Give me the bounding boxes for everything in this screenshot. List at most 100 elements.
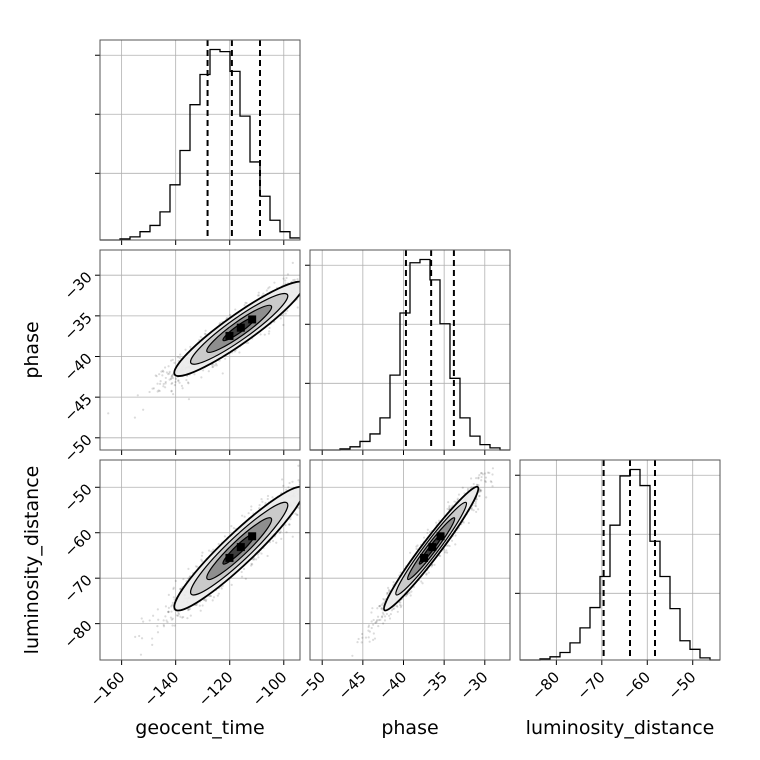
sample-point: [241, 514, 244, 517]
sample-point: [484, 476, 488, 479]
sample-point: [336, 250, 338, 252]
sample-point: [318, 484, 320, 486]
sample-point: [500, 455, 502, 457]
sample-point: [230, 525, 233, 528]
sample-point: [396, 610, 399, 613]
sample-point: [404, 594, 408, 598]
sample-point: [367, 625, 370, 629]
sample-point: [256, 553, 260, 556]
sample-point: [169, 377, 173, 381]
hist-series-geocent_time: [100, 48, 300, 241]
sample-point: [415, 545, 418, 548]
hist-series-phase: [310, 258, 510, 451]
x-tick-label-luminosity_distance: −80: [528, 668, 563, 703]
sample-point: [287, 523, 291, 526]
sample-point: [303, 286, 305, 288]
sample-point: [142, 620, 145, 623]
sample-point: [173, 624, 176, 627]
sample-point: [198, 604, 201, 607]
sample-point: [260, 498, 263, 501]
sample-point: [454, 543, 457, 546]
sample-point: [163, 366, 167, 369]
y-tick-label-phase: −40: [61, 349, 96, 384]
y-tick-label-phase: −45: [61, 390, 96, 425]
sample-point: [207, 549, 211, 552]
sample-point: [156, 608, 159, 611]
sample-point: [201, 551, 204, 554]
sample-point: [302, 470, 304, 472]
sample-point: [173, 361, 176, 364]
sample-point: [367, 629, 370, 632]
sample-point: [380, 616, 384, 619]
scatter-content: [107, 250, 338, 419]
sample-point: [244, 577, 247, 580]
sample-point: [162, 625, 166, 628]
sample-point: [211, 365, 214, 369]
sample-point: [167, 610, 170, 614]
density-peak: [236, 323, 245, 332]
x-tick-label-phase: −50: [294, 668, 329, 703]
sample-point: [177, 611, 180, 615]
sample-point: [430, 565, 433, 568]
sample-point: [201, 604, 204, 607]
density-peak: [236, 543, 245, 552]
sample-point: [302, 277, 304, 279]
sample-point: [182, 615, 185, 619]
sample-point: [162, 619, 165, 622]
sample-point: [178, 356, 181, 360]
sample-point: [472, 482, 475, 486]
sample-point: [177, 613, 181, 616]
sample-point: [396, 605, 399, 608]
sample-point: [328, 461, 330, 463]
sample-point: [329, 276, 331, 278]
hist-panel-phase: [305, 249, 511, 455]
sample-point: [281, 478, 284, 481]
sample-point: [148, 390, 151, 394]
sample-point: [200, 376, 203, 379]
sample-point: [356, 419, 358, 421]
scatter-panel-phase-vs-luminosity_distance: [305, 447, 511, 665]
sample-point: [392, 607, 395, 611]
sample-point: [507, 447, 509, 449]
sample-point: [282, 277, 285, 280]
sample-point: [390, 609, 394, 612]
sample-point: [220, 587, 223, 590]
sample-point: [378, 605, 381, 608]
sample-point: [302, 487, 304, 489]
sample-point: [484, 479, 487, 483]
sample-point: [474, 500, 477, 503]
sample-point: [174, 380, 177, 384]
sample-point: [385, 612, 389, 616]
sample-point: [251, 558, 255, 561]
hist-panel-luminosity_distance: [515, 459, 721, 665]
sample-point: [216, 594, 219, 597]
sample-point: [502, 453, 504, 455]
sample-point: [170, 377, 173, 380]
sample-point: [466, 487, 470, 490]
sample-point: [284, 312, 287, 315]
sample-point: [203, 332, 206, 335]
density-peak: [225, 553, 234, 562]
x-tick-label-geocent_time: −140: [141, 668, 183, 710]
sample-point: [182, 578, 185, 581]
sample-point: [448, 504, 451, 508]
sample-point: [187, 382, 190, 385]
sample-point: [207, 370, 210, 373]
sample-point: [303, 479, 305, 481]
sample-point: [209, 594, 212, 598]
sample-point: [382, 622, 385, 625]
sample-point: [445, 549, 448, 552]
sample-point: [210, 550, 213, 553]
sample-point: [479, 489, 482, 492]
sample-point: [185, 378, 188, 382]
sample-point: [165, 619, 168, 622]
sample-point: [175, 614, 179, 617]
sample-point: [296, 513, 299, 517]
sample-point: [211, 363, 215, 366]
sample-point: [170, 375, 173, 378]
sample-point: [297, 479, 300, 482]
sample-point: [167, 373, 170, 376]
sample-point: [154, 374, 157, 377]
sample-point: [204, 599, 207, 603]
sample-point: [155, 375, 158, 378]
